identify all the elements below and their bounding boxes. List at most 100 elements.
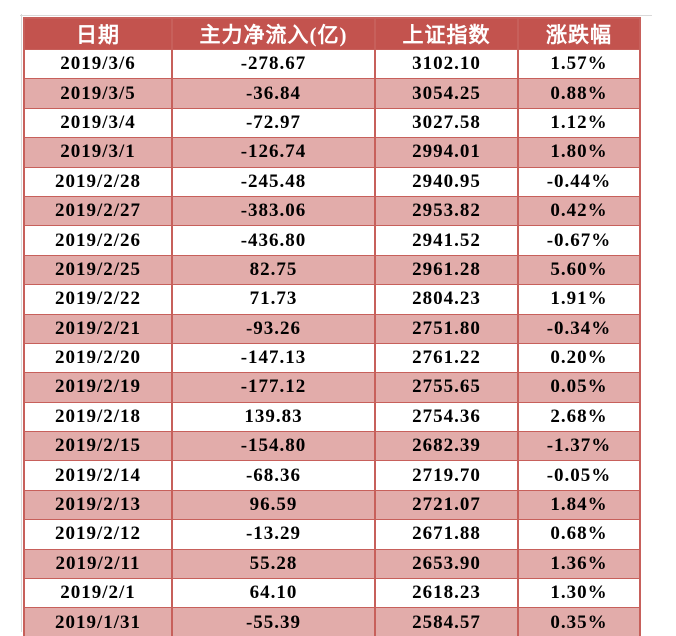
cell-change-pct: -0.44% xyxy=(517,166,641,197)
cell-sse-index: 2941.52 xyxy=(374,225,519,256)
table-row: 2019/2/14 -68.36 2719.70 -0.05% xyxy=(23,460,641,491)
table-row: 2019/2/26 -436.80 2941.52 -0.67% xyxy=(23,225,641,256)
cell-date: 2019/2/13 xyxy=(23,489,173,521)
cell-change-pct: 1.57% xyxy=(517,48,641,80)
table-row: 2019/3/5 -36.84 3054.25 0.88% xyxy=(23,78,641,109)
cell-change-pct: 1.80% xyxy=(517,137,641,168)
table-row: 2019/2/25 82.75 2961.28 5.60% xyxy=(23,254,641,286)
table-row: 2019/2/12 -13.29 2671.88 0.68% xyxy=(23,519,641,550)
header-net-inflow: 主力净流入(亿) xyxy=(171,17,376,50)
cell-sse-index: 2751.80 xyxy=(374,313,519,344)
cell-sse-index: 2953.82 xyxy=(374,195,519,227)
cell-net-inflow: -154.80 xyxy=(171,431,376,462)
header-change-pct: 涨跌幅 xyxy=(517,17,641,50)
cell-net-inflow: -72.97 xyxy=(171,107,376,139)
header-sse-index: 上证指数 xyxy=(374,17,519,50)
cell-date: 2019/2/14 xyxy=(23,460,173,491)
table-row: 2019/1/31 -55.39 2584.57 0.35% xyxy=(23,607,641,636)
cell-change-pct: 5.60% xyxy=(517,254,641,286)
cell-change-pct: 0.20% xyxy=(517,342,641,374)
cell-sse-index: 3027.58 xyxy=(374,107,519,139)
cell-sse-index: 2755.65 xyxy=(374,372,519,403)
cell-change-pct: 2.68% xyxy=(517,401,641,433)
cell-net-inflow: 139.83 xyxy=(171,401,376,433)
header-row: 日期 主力净流入(亿) 上证指数 涨跌幅 xyxy=(23,17,641,50)
table-row: 2019/3/1 -126.74 2994.01 1.80% xyxy=(23,137,641,168)
cell-sse-index: 2994.01 xyxy=(374,137,519,168)
cell-sse-index: 2584.57 xyxy=(374,607,519,636)
cell-change-pct: -0.67% xyxy=(517,225,641,256)
table-row: 2019/3/6 -278.67 3102.10 1.57% xyxy=(23,48,641,80)
cell-date: 2019/2/27 xyxy=(23,195,173,227)
cell-change-pct: 1.36% xyxy=(517,548,641,580)
cell-change-pct: 0.05% xyxy=(517,372,641,403)
table-row: 2019/2/1 64.10 2618.23 1.30% xyxy=(23,578,641,609)
cell-change-pct: 0.68% xyxy=(517,519,641,550)
cell-date: 2019/2/15 xyxy=(23,431,173,462)
table-row: 2019/2/15 -154.80 2682.39 -1.37% xyxy=(23,431,641,462)
cell-sse-index: 2761.22 xyxy=(374,342,519,374)
cell-change-pct: 1.91% xyxy=(517,284,641,315)
cell-date: 2019/2/22 xyxy=(23,284,173,315)
cell-net-inflow: -55.39 xyxy=(171,607,376,636)
cell-net-inflow: 96.59 xyxy=(171,489,376,521)
cell-change-pct: 0.42% xyxy=(517,195,641,227)
header-date: 日期 xyxy=(23,17,173,50)
cell-sse-index: 2618.23 xyxy=(374,578,519,609)
cell-net-inflow: 71.73 xyxy=(171,284,376,315)
cell-date: 2019/2/25 xyxy=(23,254,173,286)
cell-date: 2019/2/19 xyxy=(23,372,173,403)
cell-net-inflow: -177.12 xyxy=(171,372,376,403)
table-row: 2019/2/13 96.59 2721.07 1.84% xyxy=(23,489,641,521)
cell-sse-index: 2804.23 xyxy=(374,284,519,315)
cell-sse-index: 2682.39 xyxy=(374,431,519,462)
cell-net-inflow: -383.06 xyxy=(171,195,376,227)
table-row: 2019/2/19 -177.12 2755.65 0.05% xyxy=(23,372,641,403)
cell-net-inflow: -93.26 xyxy=(171,313,376,344)
table-row: 2019/2/20 -147.13 2761.22 0.20% xyxy=(23,342,641,374)
cell-net-inflow: 82.75 xyxy=(171,254,376,286)
cell-date: 2019/3/6 xyxy=(23,48,173,80)
table-row: 2019/2/22 71.73 2804.23 1.91% xyxy=(23,284,641,315)
cell-sse-index: 2653.90 xyxy=(374,548,519,580)
cell-net-inflow: -126.74 xyxy=(171,137,376,168)
cell-sse-index: 2940.95 xyxy=(374,166,519,197)
cell-date: 2019/2/12 xyxy=(23,519,173,550)
data-table-wrap: 日期 主力净流入(亿) 上证指数 涨跌幅 2019/3/6 -278.67 3102… xyxy=(23,17,641,636)
stock-flow-table: 日期 主力净流入(亿) 上证指数 涨跌幅 2019/3/6 -278.67 3102… xyxy=(23,17,641,636)
cell-change-pct: 0.88% xyxy=(517,78,641,109)
cell-net-inflow: -278.67 xyxy=(171,48,376,80)
cell-date: 2019/2/21 xyxy=(23,313,173,344)
cell-change-pct: -0.34% xyxy=(517,313,641,344)
cell-change-pct: -1.37% xyxy=(517,431,641,462)
cell-sse-index: 2754.36 xyxy=(374,401,519,433)
gridline-top xyxy=(20,15,652,16)
cell-sse-index: 3054.25 xyxy=(374,78,519,109)
cell-sse-index: 2721.07 xyxy=(374,489,519,521)
cell-change-pct: 1.84% xyxy=(517,489,641,521)
cell-date: 2019/2/1 xyxy=(23,578,173,609)
cell-net-inflow: -436.80 xyxy=(171,225,376,256)
cell-date: 2019/1/31 xyxy=(23,607,173,636)
cell-change-pct: 0.35% xyxy=(517,607,641,636)
cell-sse-index: 2961.28 xyxy=(374,254,519,286)
cell-sse-index: 2719.70 xyxy=(374,460,519,491)
cell-change-pct: 1.12% xyxy=(517,107,641,139)
cell-net-inflow: 55.28 xyxy=(171,548,376,580)
cell-net-inflow: -68.36 xyxy=(171,460,376,491)
cell-date: 2019/3/1 xyxy=(23,137,173,168)
cell-net-inflow: -36.84 xyxy=(171,78,376,109)
cell-net-inflow: -13.29 xyxy=(171,519,376,550)
table-row: 2019/2/11 55.28 2653.90 1.36% xyxy=(23,548,641,580)
cell-change-pct: 1.30% xyxy=(517,578,641,609)
cell-net-inflow: 64.10 xyxy=(171,578,376,609)
cell-date: 2019/2/20 xyxy=(23,342,173,374)
table-row: 2019/2/21 -93.26 2751.80 -0.34% xyxy=(23,313,641,344)
gridline-left xyxy=(21,14,22,632)
cell-date: 2019/3/5 xyxy=(23,78,173,109)
table-body: 2019/3/6 -278.67 3102.10 1.57% 2019/3/5 -36.8… xyxy=(23,48,641,636)
cell-sse-index: 3102.10 xyxy=(374,48,519,80)
cell-date: 2019/3/4 xyxy=(23,107,173,139)
cell-change-pct: -0.05% xyxy=(517,460,641,491)
